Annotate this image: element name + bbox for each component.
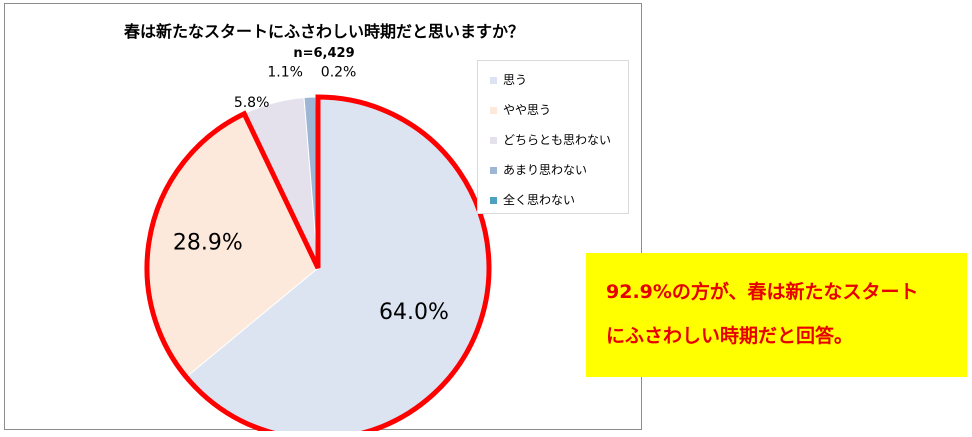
- legend-swatch: [490, 197, 497, 204]
- legend-swatch: [490, 137, 497, 144]
- slice-label: 5.8%: [234, 95, 270, 111]
- highlight-outline: [144, 94, 492, 431]
- legend-swatch: [490, 167, 497, 174]
- legend-item: どちらとも思わない: [490, 131, 611, 148]
- legend-item: 思う: [490, 71, 527, 88]
- slice-label: 1.1%: [267, 65, 303, 81]
- chart-title: 春は新たなスタートにふさわしい時期だと思いますか？: [123, 22, 524, 41]
- slice-label: 28.9%: [173, 231, 243, 256]
- legend-label: 思う: [503, 73, 528, 87]
- legend-label: 全く思わない: [503, 193, 576, 207]
- slice-label: 0.2%: [321, 64, 357, 80]
- callout-line-1: 92.9%の方が、春は新たなスタート: [606, 281, 919, 303]
- legend-label: あまり思わない: [503, 163, 588, 177]
- callout-line-2: にふさわしい時期だと回答。: [606, 325, 854, 347]
- callout-box: 92.9%の方が、春は新たなスタート にふさわしい時期だと回答。: [586, 253, 967, 377]
- chart-area: 春は新たなスタートにふさわしい時期だと思いますか？ n=6,429 64.0% 2…: [4, 3, 642, 431]
- pie-chart: 64.0% 28.9% 5.8% 1.1% 0.2%: [144, 64, 492, 431]
- legend-item: 全く思わない: [490, 191, 575, 208]
- legend-swatch: [490, 107, 497, 114]
- legend-label: どちらとも思わない: [503, 133, 612, 147]
- chart-subtitle: n=6,429: [293, 46, 355, 61]
- legend-item: やや思う: [490, 101, 551, 118]
- legend-label: やや思う: [503, 103, 552, 117]
- legend-swatch: [490, 77, 497, 84]
- slice-labels: 64.0% 28.9% 5.8% 1.1% 0.2%: [173, 64, 449, 325]
- legend: 思う やや思う どちらとも思わない あまり思わない 全く思わない: [477, 60, 629, 214]
- slice-label: 64.0%: [379, 300, 449, 325]
- legend-item: あまり思わない: [490, 161, 587, 178]
